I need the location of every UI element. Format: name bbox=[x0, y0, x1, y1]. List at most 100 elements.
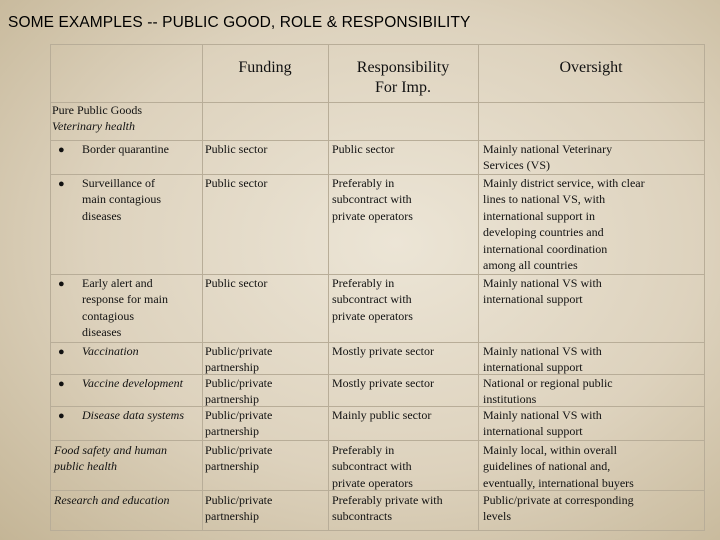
responsibility-cell: Preferably in subcontract with private o… bbox=[332, 275, 478, 324]
bullet-icon: ● bbox=[58, 278, 65, 290]
bullet-icon: ● bbox=[58, 178, 65, 190]
responsibility-line: Preferably in bbox=[332, 276, 395, 290]
oversight-cell: Public/private at corresponding levels bbox=[483, 492, 705, 525]
row-divider bbox=[50, 342, 705, 343]
row-label: Research and education bbox=[54, 492, 202, 508]
responsibility-line: Preferably in bbox=[332, 443, 395, 457]
funding-cell: Public/private partnership bbox=[205, 442, 327, 475]
oversight-line: Mainly national VS with bbox=[483, 276, 602, 290]
oversight-line: international coordination bbox=[483, 241, 608, 256]
funding-line: partnership bbox=[205, 509, 259, 524]
row-label: Food safety and human public health bbox=[54, 442, 202, 475]
bullet-icon: ● bbox=[58, 144, 65, 156]
oversight-line: international support bbox=[483, 360, 583, 375]
oversight-line: among all countries bbox=[483, 258, 578, 273]
oversight-line: developing countries and bbox=[483, 225, 604, 240]
table-border-top bbox=[50, 44, 705, 45]
responsibility-cell: Public sector bbox=[332, 141, 478, 157]
section-divider bbox=[50, 140, 705, 141]
row-label: Border quarantine bbox=[82, 141, 202, 157]
oversight-line: Mainly national VS with bbox=[483, 408, 602, 422]
funding-line: Public sector bbox=[205, 276, 268, 290]
funding-line: Public/private bbox=[205, 376, 273, 390]
oversight-cell: Mainly local, within overall guidelines … bbox=[483, 442, 705, 491]
oversight-line: Mainly district service, with clear bbox=[483, 176, 645, 190]
oversight-line: Mainly local, within overall bbox=[483, 443, 617, 457]
oversight-cell: National or regional public institutions bbox=[483, 375, 705, 408]
responsibility-line: Preferably in bbox=[332, 176, 395, 190]
slide-title: SOME EXAMPLES -- PUBLIC GOOD, ROLE & RES… bbox=[8, 14, 471, 31]
row-label-line: diseases bbox=[82, 208, 122, 223]
row-label-line: Early alert and bbox=[82, 276, 153, 290]
row-label-line: Research and education bbox=[54, 493, 170, 507]
header-oversight: Oversight bbox=[559, 59, 623, 76]
row-label-line: Vaccination bbox=[82, 344, 139, 358]
row-divider bbox=[50, 274, 705, 275]
funding-cell: Public/private partnership bbox=[205, 343, 327, 376]
row-divider bbox=[50, 406, 705, 407]
responsibility-line: Preferably private with bbox=[332, 493, 443, 507]
column-divider-responsibility bbox=[328, 44, 329, 530]
oversight-line: guidelines of national and, bbox=[483, 459, 611, 474]
responsibility-cell: Mostly private sector bbox=[332, 343, 478, 359]
funding-cell: Public sector bbox=[205, 175, 327, 191]
funding-line: Public sector bbox=[205, 142, 268, 156]
responsibility-cell: Mostly private sector bbox=[332, 375, 478, 391]
funding-line: partnership bbox=[205, 392, 259, 407]
responsibility-line: private operators bbox=[332, 308, 413, 323]
oversight-line: international support in bbox=[483, 208, 595, 223]
responsibility-cell: Mainly public sector bbox=[332, 407, 478, 423]
row-divider bbox=[50, 174, 705, 175]
funding-line: partnership bbox=[205, 459, 259, 474]
header-responsibility-line-1: Responsibility bbox=[356, 59, 450, 76]
oversight-line: Mainly national Veterinary bbox=[483, 142, 613, 156]
row-divider bbox=[50, 490, 705, 491]
row-label: Vaccination bbox=[82, 343, 202, 359]
funding-line: Public/private bbox=[205, 493, 273, 507]
row-label-line: Surveillance of bbox=[82, 176, 155, 190]
responsibility-line: Mainly public sector bbox=[332, 408, 432, 422]
responsibility-line: Mostly private sector bbox=[332, 344, 434, 358]
row-divider bbox=[50, 440, 705, 441]
row-label: Surveillance of main contagious diseases bbox=[82, 175, 202, 224]
responsibility-line: Public sector bbox=[332, 142, 395, 156]
oversight-line: Services (VS) bbox=[483, 158, 550, 173]
responsibility-line: subcontract with bbox=[332, 292, 412, 307]
bullet-icon: ● bbox=[58, 410, 65, 422]
responsibility-cell: Preferably in subcontract with private o… bbox=[332, 442, 478, 491]
oversight-line: international support bbox=[483, 424, 583, 439]
funding-line: Public/private bbox=[205, 443, 273, 457]
funding-cell: Public/private partnership bbox=[205, 492, 327, 525]
row-divider bbox=[50, 374, 705, 375]
oversight-line: National or regional public bbox=[483, 376, 613, 390]
responsibility-line: subcontracts bbox=[332, 509, 392, 524]
responsibility-cell: Preferably in subcontract with private o… bbox=[332, 175, 478, 224]
column-divider-oversight bbox=[478, 44, 479, 530]
oversight-line: eventually, international buyers bbox=[483, 475, 634, 490]
funding-line: Public sector bbox=[205, 176, 268, 190]
funding-cell: Public/private partnership bbox=[205, 375, 327, 408]
oversight-line: Mainly national VS with bbox=[483, 344, 602, 358]
section-heading: Pure Public Goods Veterinary health bbox=[52, 102, 202, 135]
responsibility-line: subcontract with bbox=[332, 459, 412, 474]
row-label-line: Food safety and human bbox=[54, 443, 167, 457]
oversight-line: lines to national VS, with bbox=[483, 192, 606, 207]
oversight-line: levels bbox=[483, 509, 511, 524]
header-responsibility-line-2: For Imp. bbox=[375, 79, 431, 96]
oversight-cell: Mainly national VS with international su… bbox=[483, 275, 705, 308]
funding-line: Public/private bbox=[205, 344, 273, 358]
section-title: Pure Public Goods bbox=[52, 103, 142, 117]
funding-line: partnership bbox=[205, 424, 259, 439]
header-divider bbox=[50, 102, 705, 103]
row-label: Vaccine development bbox=[82, 375, 206, 391]
header-responsibility: Responsibility For Imp. bbox=[328, 58, 478, 98]
row-label-line: Vaccine development bbox=[82, 376, 183, 390]
row-label-line: Border quarantine bbox=[82, 142, 169, 156]
bullet-icon: ● bbox=[58, 378, 65, 390]
row-label-line: public health bbox=[54, 459, 117, 474]
row-label-line: contagious bbox=[82, 308, 134, 323]
funding-line: partnership bbox=[205, 360, 259, 375]
row-label-line: main contagious bbox=[82, 192, 161, 207]
oversight-line: international support bbox=[483, 292, 583, 307]
row-label-line: diseases bbox=[82, 325, 122, 340]
